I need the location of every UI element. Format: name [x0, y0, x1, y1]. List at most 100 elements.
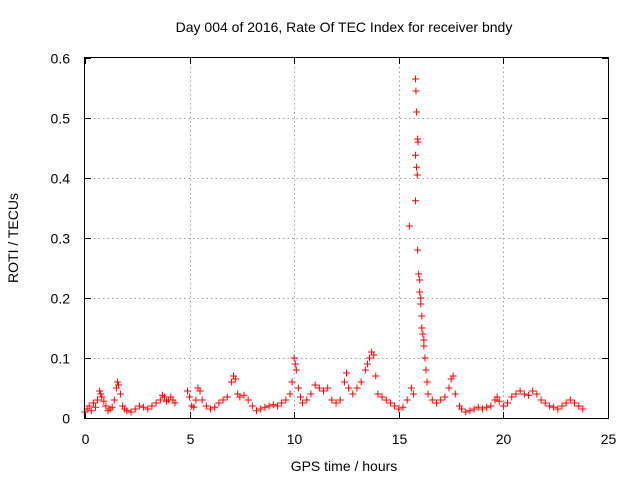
data-point: [363, 360, 371, 368]
data-point: [566, 396, 574, 404]
data-point: [192, 396, 200, 404]
data-point: [207, 405, 215, 413]
data-point: [345, 384, 353, 392]
data-point: [257, 405, 265, 413]
data-point: [478, 405, 486, 413]
data-point: [386, 399, 394, 407]
data-point: [462, 408, 470, 416]
data-point: [412, 197, 420, 205]
data-points: [81, 75, 587, 416]
data-point: [414, 138, 422, 146]
data-point: [499, 402, 507, 410]
x-axis-label: GPS time / hours: [291, 458, 398, 474]
data-point: [533, 390, 541, 398]
data-point: [413, 163, 421, 171]
data-point: [97, 390, 105, 398]
data-point: [311, 381, 319, 389]
data-point: [416, 276, 424, 284]
data-point: [227, 378, 235, 386]
data-point: [437, 396, 445, 404]
data-point: [562, 399, 570, 407]
data-point: [483, 403, 491, 411]
data-point: [504, 399, 512, 407]
data-point: [493, 393, 501, 401]
data-point: [89, 399, 97, 407]
data-point: [303, 396, 311, 404]
x-tick-label: 0: [82, 431, 90, 447]
data-point: [353, 384, 361, 392]
data-point: [131, 405, 139, 413]
data-point: [520, 390, 528, 398]
data-point: [412, 75, 420, 83]
data-point: [291, 360, 299, 368]
data-point: [340, 378, 348, 386]
data-point: [391, 402, 399, 410]
data-point: [409, 390, 417, 398]
data-point: [315, 384, 323, 392]
data-point: [91, 403, 99, 411]
data-point: [412, 87, 420, 95]
data-point: [140, 403, 148, 411]
data-point: [265, 402, 273, 410]
data-point: [328, 396, 336, 404]
y-axis-label: ROTI / TECUs: [5, 193, 21, 283]
x-tick-label: 15: [392, 431, 408, 447]
data-point: [108, 403, 116, 411]
data-point: [424, 390, 432, 398]
data-point: [470, 405, 478, 413]
data-point: [366, 354, 374, 362]
data-point: [421, 354, 429, 362]
data-point: [495, 397, 503, 405]
y-tick-label: 0.4: [51, 171, 71, 187]
data-point: [190, 403, 198, 411]
data-point: [232, 375, 240, 383]
data-point: [374, 390, 382, 398]
y-tick-label: 0.3: [51, 231, 71, 247]
data-point: [423, 378, 431, 386]
data-point: [420, 336, 428, 344]
data-point: [87, 407, 95, 415]
data-point: [156, 396, 164, 404]
data-point: [418, 324, 426, 332]
data-point: [449, 372, 457, 380]
data-point: [186, 393, 194, 401]
data-point: [292, 366, 300, 374]
data-point: [110, 396, 118, 404]
data-point: [512, 390, 520, 398]
y-tick-label: 0: [62, 411, 70, 427]
data-point: [414, 246, 422, 254]
data-point: [466, 407, 474, 415]
data-point: [458, 405, 466, 413]
plot-frame: [84, 57, 609, 419]
data-point: [378, 393, 386, 401]
data-point: [307, 390, 315, 398]
data-point: [413, 171, 421, 179]
data-point: [273, 402, 281, 410]
grid-lines: [85, 58, 608, 418]
data-point: [508, 393, 516, 401]
data-point: [286, 390, 294, 398]
data-point: [269, 401, 277, 409]
data-point: [361, 366, 369, 374]
data-point: [415, 270, 423, 278]
data-point: [135, 402, 143, 410]
data-point: [184, 387, 192, 395]
data-point: [288, 378, 296, 386]
data-point: [445, 384, 453, 392]
data-point: [370, 351, 378, 359]
data-point: [372, 372, 380, 380]
data-point: [525, 391, 533, 399]
data-point: [248, 402, 256, 410]
data-point: [403, 396, 411, 404]
data-point: [407, 384, 415, 392]
data-point: [114, 381, 122, 389]
data-point: [171, 399, 179, 407]
data-point: [282, 396, 290, 404]
data-point: [545, 402, 553, 410]
x-tick-label: 10: [287, 431, 303, 447]
data-point: [211, 403, 219, 411]
data-point: [419, 330, 427, 338]
data-point: [575, 402, 583, 410]
data-point: [196, 387, 204, 395]
